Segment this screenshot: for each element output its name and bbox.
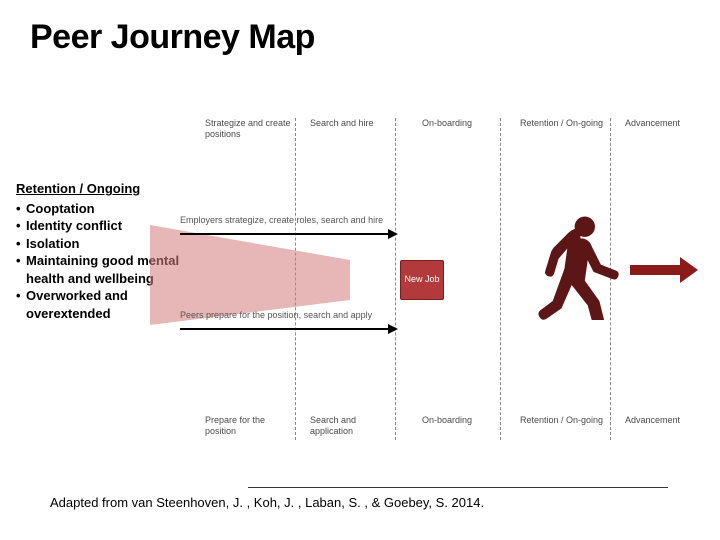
- employer-process-arrow: [180, 233, 390, 235]
- journey-diagram: Strategize and create positions Search a…: [200, 110, 710, 450]
- retention-list: Cooptation Identity conflict Isolation M…: [16, 200, 196, 323]
- employer-process-caption: Employers strategize, create roles, sear…: [180, 215, 383, 225]
- retention-heading: Retention / Ongoing: [16, 180, 196, 198]
- stage-bottom-4: Advancement: [625, 415, 715, 426]
- retention-panel: Retention / Ongoing Cooptation Identity …: [16, 180, 196, 322]
- peer-process-caption: Peers prepare for the position, search a…: [180, 310, 372, 320]
- list-item: Overworked and overextended: [16, 287, 196, 322]
- list-item: Cooptation: [16, 200, 196, 218]
- stage-divider: [295, 118, 296, 440]
- citation-rule: [248, 487, 668, 488]
- stage-divider: [500, 118, 501, 440]
- stage-top-1: Search and hire: [310, 118, 400, 129]
- stage-top-4: Advancement: [625, 118, 715, 129]
- page-title: Peer Journey Map: [30, 18, 315, 57]
- stage-bottom-1: Search and application: [310, 415, 400, 437]
- stage-bottom-0: Prepare for the position: [205, 415, 295, 437]
- new-job-node: New Job: [400, 260, 444, 300]
- stage-bottom-2: On-boarding: [422, 415, 512, 426]
- stage-top-3: Retention / On-going: [520, 118, 610, 129]
- list-item: Maintaining good mental health and wellb…: [16, 252, 196, 287]
- stage-top-0: Strategize and create positions: [205, 118, 295, 140]
- citation-text: Adapted from van Steenhoven, J. , Koh, J…: [50, 495, 484, 510]
- peer-process-arrow: [180, 328, 390, 330]
- list-item: Identity conflict: [16, 217, 196, 235]
- stage-bottom-3: Retention / On-going: [520, 415, 610, 426]
- advancement-arrow-icon: [630, 265, 680, 275]
- stage-top-2: On-boarding: [422, 118, 512, 129]
- stage-divider: [395, 118, 396, 440]
- list-item: Isolation: [16, 235, 196, 253]
- walking-person-icon: [530, 215, 625, 320]
